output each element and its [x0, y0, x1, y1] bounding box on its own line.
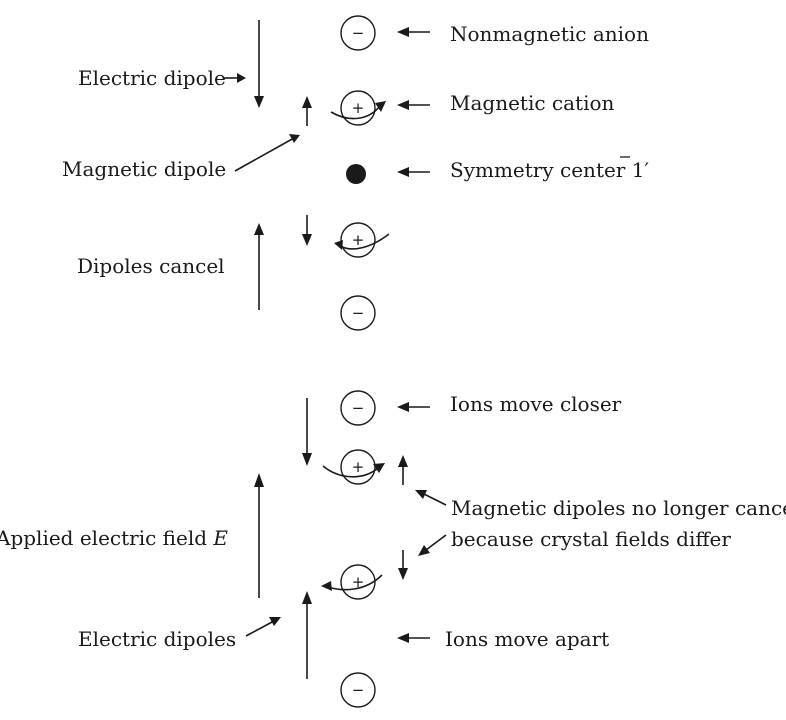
bottom-panel: Applied electric field E Electric dipole…: [0, 390, 786, 708]
magnetic-dipoles-pointer-upper-line: [423, 493, 447, 506]
magnetic-dipole-pointer-line: [234, 137, 295, 172]
bottom-cation-upper-orbit: [322, 465, 379, 478]
label-ions-move-apart: Ions move apart: [445, 627, 609, 651]
ions-apart-pointer-head: [397, 633, 409, 643]
applied-field-arrow-head: [254, 473, 264, 487]
electric-dipoles-pointer-line: [245, 620, 275, 637]
electric-dipole-pointer-head: [237, 73, 246, 83]
bottom-magnetic-arrow-up-head: [398, 455, 408, 467]
label-symmetry-center: Symmetry center 1′: [450, 158, 649, 182]
magnetic-dipole-arrow-up-head: [302, 96, 312, 108]
applied-field-text: Applied electric field: [0, 526, 213, 550]
anion-bottom-circle: [340, 295, 376, 331]
label-magnetic-dipole: Magnetic dipole: [62, 157, 226, 181]
symmetry-center-symbol: 1: [632, 158, 645, 182]
ions-closer-pointer-head: [397, 402, 409, 412]
bottom-anion-bottom-circle: [340, 672, 376, 708]
bottom-cation-lower-circle: [340, 564, 376, 600]
bottom-cation-upper-sign: +: [352, 458, 365, 476]
cation-lower-orbit-head: [334, 240, 343, 250]
cation-upper-orbit: [330, 105, 381, 120]
cation-lower-orbit: [339, 233, 390, 250]
symmetry-center-text: Symmetry center: [450, 158, 632, 182]
label-nonmagnetic-anion: Nonmagnetic anion: [450, 22, 649, 46]
magnetic-dipoles-pointer-lower-line: [425, 534, 447, 551]
symmetry-center-prime: ′: [644, 158, 649, 182]
label-electric-dipole: Electric dipole: [78, 66, 226, 90]
anion-bottom-sign: −: [352, 304, 365, 322]
symmetry-center-dot: [346, 164, 366, 184]
anion-pointer-head: [397, 27, 409, 37]
label-electric-dipoles: Electric dipoles: [78, 627, 236, 651]
anion-top-sign: −: [352, 24, 365, 42]
electric-dipoles-pointer-head: [269, 617, 281, 626]
cation-upper-orbit-head: [375, 101, 386, 112]
label-magnetic-dipoles-line2: because crystal fields differ: [451, 527, 731, 551]
applied-field-symbol: E: [212, 526, 228, 550]
bottom-cation-lower-orbit: [327, 574, 383, 591]
bottom-anion-bottom-sign: −: [352, 681, 365, 699]
bottom-cation-lower-sign: +: [352, 573, 365, 591]
label-magnetic-cation: Magnetic cation: [450, 91, 615, 115]
magnetic-dipole-arrow-down-head: [302, 234, 312, 246]
bottom-cation-lower-orbit-head: [321, 581, 332, 591]
cation-pointer-head: [397, 100, 409, 110]
label-magnetic-dipoles-line1: Magnetic dipoles no longer cancel: [451, 496, 786, 520]
anion-top-circle: [340, 15, 376, 51]
bottom-anion-top-sign: −: [352, 399, 365, 417]
symmetry-pointer-head: [397, 167, 409, 177]
magnetic-dipoles-pointer-upper-head: [415, 490, 427, 499]
label-applied-electric-field: Applied electric field E: [0, 526, 228, 550]
bottom-dipole-arrow-down-head: [302, 453, 312, 466]
magnetic-dipole-pointer-head: [289, 134, 300, 143]
electric-dipole-arrow-down-head: [254, 96, 264, 108]
bottom-magnetic-arrow-down-head: [398, 568, 408, 580]
cation-upper-sign: +: [352, 99, 365, 117]
electric-dipole-arrow-up-head: [254, 223, 264, 235]
label-ions-move-closer: Ions move closer: [450, 392, 622, 416]
bottom-cation-upper-orbit-head: [373, 463, 385, 473]
bottom-dipole-arrow-up-head: [302, 591, 312, 604]
top-panel: Electric dipole Magnetic dipole Dipoles …: [62, 15, 649, 331]
cation-lower-sign: +: [352, 231, 365, 249]
label-dipoles-cancel: Dipoles cancel: [77, 254, 225, 278]
bottom-anion-top-circle: [340, 390, 376, 426]
magnetic-dipoles-pointer-lower-head: [418, 545, 430, 556]
